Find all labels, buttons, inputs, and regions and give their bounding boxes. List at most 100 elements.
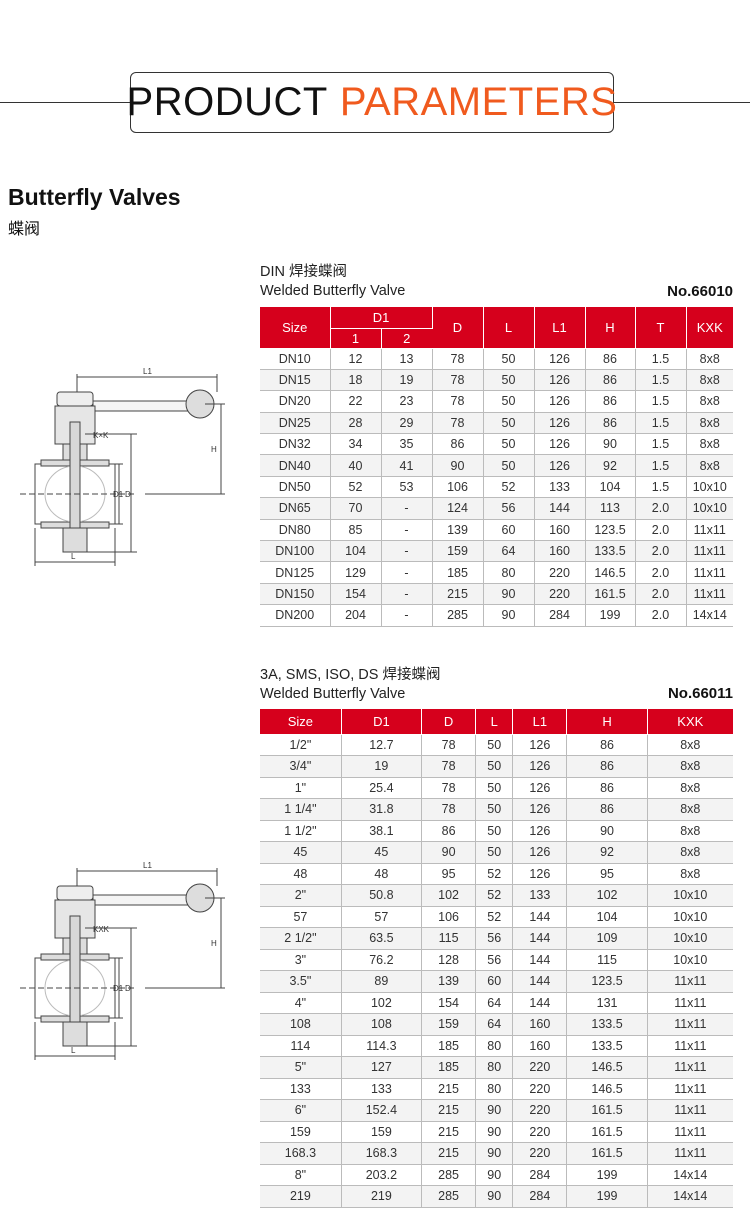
table-cell: 126 — [534, 369, 586, 392]
table-cell: 220 — [512, 1121, 568, 1143]
table-cell: 12.7 — [341, 734, 422, 756]
header-l: L — [483, 307, 535, 349]
table-cell: 3" — [260, 949, 342, 971]
table-cell: DN32 — [260, 433, 331, 456]
table-cell: 1 1/2" — [260, 820, 342, 842]
table-cell: 126 — [534, 348, 586, 370]
table-cell: 127 — [341, 1056, 422, 1079]
table-cell: 113 — [585, 497, 636, 520]
table-cell: 220 — [534, 561, 586, 584]
table-cell: 133 — [512, 884, 568, 907]
din-title: DIN 焊接蝶阀 Welded Butterfly Valve — [260, 263, 405, 301]
table-cell: 133.5 — [566, 1035, 648, 1057]
table-cell: 185 — [421, 1056, 477, 1079]
header-l: L — [475, 709, 514, 735]
table-cell: 106 — [432, 476, 484, 499]
table-cell: DN150 — [260, 583, 331, 606]
table-cell: 78 — [421, 734, 477, 756]
table-cell: 8" — [260, 1164, 342, 1186]
table-cell: 8x8 — [647, 798, 733, 821]
table-cell: 38.1 — [341, 820, 422, 842]
table-cell: 90 — [483, 604, 535, 627]
din-title-cn: DIN 焊接蝶阀 — [260, 264, 347, 280]
table-cell: 90 — [483, 583, 535, 606]
table-cell: 50 — [483, 412, 535, 435]
table-cell: 57 — [260, 906, 342, 928]
table-cell: 126 — [534, 390, 586, 413]
table-cell: 78 — [432, 412, 484, 435]
table-cell: 50 — [475, 755, 514, 778]
table-cell: 10x10 — [647, 884, 733, 907]
table-row: 6" 152.4 215 90 220 161.5 11x11 — [260, 1099, 733, 1122]
table-cell: 284 — [512, 1185, 568, 1208]
sms-number: No.66011 — [667, 685, 733, 702]
table-cell: 284 — [534, 604, 586, 627]
header-size: Size — [260, 307, 331, 349]
table-cell: 11x11 — [647, 1099, 733, 1122]
table-cell: 8x8 — [647, 734, 733, 756]
table-cell: 144 — [512, 970, 568, 993]
table-cell: 154 — [330, 583, 382, 606]
table-cell: 161.5 — [585, 583, 636, 606]
table-cell: 78 — [432, 369, 484, 392]
table-cell: 152.4 — [341, 1099, 422, 1122]
din-spec-table: Size D1 D L L1 H T KXK 1 2 DN10 12 13 78 50 126 86 1.5 8x8… — [260, 307, 733, 627]
table-cell: 56 — [483, 497, 535, 520]
table-cell: 50 — [483, 348, 535, 370]
header-kxk: KXK — [686, 307, 733, 349]
table-cell: DN80 — [260, 519, 331, 542]
table-cell: DN20 — [260, 390, 331, 413]
table-cell: 160 — [512, 1013, 568, 1036]
table-cell: 126 — [512, 777, 568, 799]
table-cell: 10x10 — [686, 476, 733, 499]
table-cell: 50.8 — [341, 884, 422, 907]
table-cell: 114.3 — [341, 1035, 422, 1057]
table-cell: 160 — [534, 540, 586, 563]
table-cell: 139 — [421, 970, 477, 993]
din-number: No.66010 — [667, 283, 733, 300]
table-cell: - — [381, 519, 433, 542]
table-cell: 90 — [475, 1099, 514, 1122]
table-row: DN200 204-285 90 284 199 2.0 14x14 — [260, 604, 733, 627]
table-cell: 95 — [421, 863, 477, 885]
label-h: H — [211, 445, 217, 454]
header-d1: D1 — [341, 709, 422, 735]
table-cell: 70 — [330, 497, 382, 520]
label-kxk: K×K — [93, 431, 109, 440]
table-cell: 23 — [381, 390, 433, 413]
table-cell: - — [381, 497, 433, 520]
table-cell: 45 — [260, 841, 342, 864]
table-cell: 29 — [381, 412, 433, 435]
table-row: DN32 34 35 86 50 126 90 1.5 8x8 — [260, 433, 733, 456]
table-cell: 3/4" — [260, 755, 342, 778]
table-cell: 159 — [421, 1013, 477, 1036]
table-cell: 104 — [566, 906, 648, 928]
table-cell: 48 — [260, 863, 342, 885]
table-cell: 133.5 — [585, 540, 636, 563]
table-cell: 50 — [483, 390, 535, 413]
table-cell: DN50 — [260, 476, 331, 499]
table-cell: 8x8 — [647, 841, 733, 864]
table-cell: 160 — [534, 519, 586, 542]
table-cell: 50 — [475, 820, 514, 842]
table-cell: 80 — [483, 561, 535, 584]
table-cell: 18 — [330, 369, 382, 392]
table-cell: 1.5 — [635, 390, 687, 413]
table-row: DN80 85-139 60 160 123.5 2.0 11x11 — [260, 519, 733, 542]
table-cell: 90 — [421, 841, 477, 864]
table-cell: 12 — [330, 348, 382, 370]
table-cell: DN200 — [260, 604, 331, 627]
table-cell: 285 — [432, 604, 484, 627]
table-cell: 2" — [260, 884, 342, 907]
table-cell: 161.5 — [566, 1121, 648, 1143]
table-cell: 284 — [512, 1164, 568, 1186]
table-row: DN65 70-124 56 144 113 2.0 10x10 — [260, 497, 733, 520]
table-cell: 53 — [381, 476, 433, 499]
table-cell: 90 — [566, 820, 648, 842]
label-l: L — [71, 552, 76, 561]
table-cell: 126 — [512, 841, 568, 864]
table-cell: 86 — [421, 820, 477, 842]
table-cell: 144 — [512, 927, 568, 950]
table-cell: 8x8 — [647, 820, 733, 842]
table-cell: 8x8 — [686, 348, 733, 370]
